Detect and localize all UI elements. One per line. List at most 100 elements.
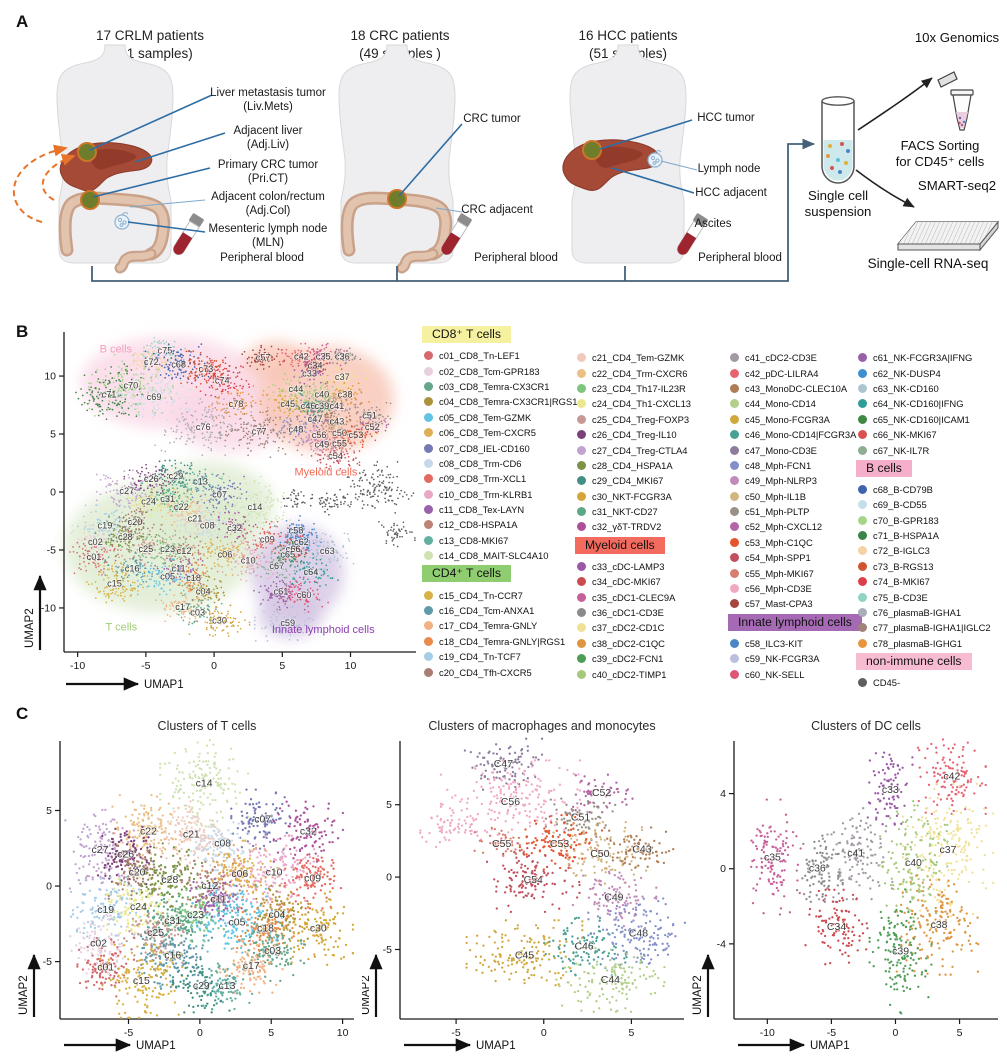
scatter-point [332,378,335,381]
scatter-point [182,559,184,562]
scatter-point [301,375,304,377]
scatter-point [168,364,171,366]
scatter-point [132,392,135,395]
scatter-point [248,568,251,570]
scatter-point [174,513,177,516]
scatter-point [247,447,249,450]
scatter-point [324,453,326,456]
scatter-point [246,532,249,534]
scatter-point [134,487,136,489]
scatter-point [340,353,343,356]
blood-tube-icon-crlm [169,212,205,258]
scatter-point [136,580,139,582]
scatter-point [161,478,164,481]
cluster-c33 [293,360,329,388]
scatter-point [289,408,292,411]
scatter-point [341,448,343,451]
scatter-point [248,442,251,444]
scatter-point [120,568,123,571]
scatter-point [195,524,198,527]
scatter-point [172,430,175,433]
scatter-point [238,395,241,397]
scatter-point [188,359,191,362]
scatter-point [303,399,306,401]
scatter-point [336,359,339,361]
scatter-point [194,410,197,413]
scatter-point [189,498,192,501]
scatter-point [243,478,246,480]
scatter-point [222,372,225,375]
scatter-point [231,574,234,576]
scatter-point [217,364,220,367]
scatter-point [235,560,238,562]
scatter-point [142,535,145,538]
scatter-point [84,538,86,540]
scatter-point [307,435,310,438]
scatter-point [223,407,226,410]
plate-front [897,243,981,251]
scatter-point [324,418,327,421]
scatter-point [262,521,265,524]
eppendorf-cell-dots [958,116,966,127]
scatter-point [92,400,95,402]
scatter-point [311,367,314,370]
scatter-point [87,583,90,586]
scatter-point [234,428,236,431]
scatter-point [113,528,116,530]
scatter-point [103,534,105,536]
pointer-lines [89,94,698,233]
scatter-point [156,508,158,510]
scatter-point [193,432,195,434]
scatter-point [115,590,118,593]
scatter-point [143,387,146,389]
scatter-point [276,435,279,437]
scatter-point [297,444,299,447]
scatter-point [140,510,142,513]
scatter-point [113,391,115,394]
scatter-point [165,373,168,375]
scatter-point [206,368,209,371]
scatter-point [259,526,262,529]
scatter-point [148,368,150,371]
scatter-point [113,353,116,356]
scatter-point [306,390,309,392]
scatter-point [222,415,225,418]
scatter-point [251,496,254,498]
sample-funnel-bracket [91,138,815,282]
scatter-point [331,392,334,395]
scatter-point [357,382,360,385]
scatter-point [204,394,207,396]
scatter-point [146,487,149,490]
scatter-point [114,482,117,485]
scatter-point [370,406,373,409]
scatter-point [240,365,242,367]
scatter-point [135,373,137,376]
scatter-point [208,416,211,418]
scatter-point [84,549,87,552]
scatter-point [216,388,219,390]
scatter-point [335,365,338,368]
scatter-point [170,373,173,376]
scatter-point [241,505,243,507]
scatter-point [348,391,351,393]
scatter-point [141,575,144,578]
scatter-point [104,549,107,551]
scatter-point [259,363,262,366]
scatter-point [174,459,176,462]
scatter-point [287,414,290,417]
scatter-point [151,493,154,496]
scatter-point [355,457,357,459]
scatter-point [224,439,227,442]
scatter-point [96,369,98,371]
scatter-point [123,558,126,561]
scatter-point [211,486,214,489]
scatter-point [127,388,130,391]
scatter-point [319,461,322,464]
scatter-point [151,484,154,487]
scatter-point [158,395,161,398]
scatter-point [117,402,120,405]
scatter-point [204,367,206,370]
scatter-point [97,378,100,380]
scatter-point [104,587,106,589]
scatter-point [107,592,110,595]
